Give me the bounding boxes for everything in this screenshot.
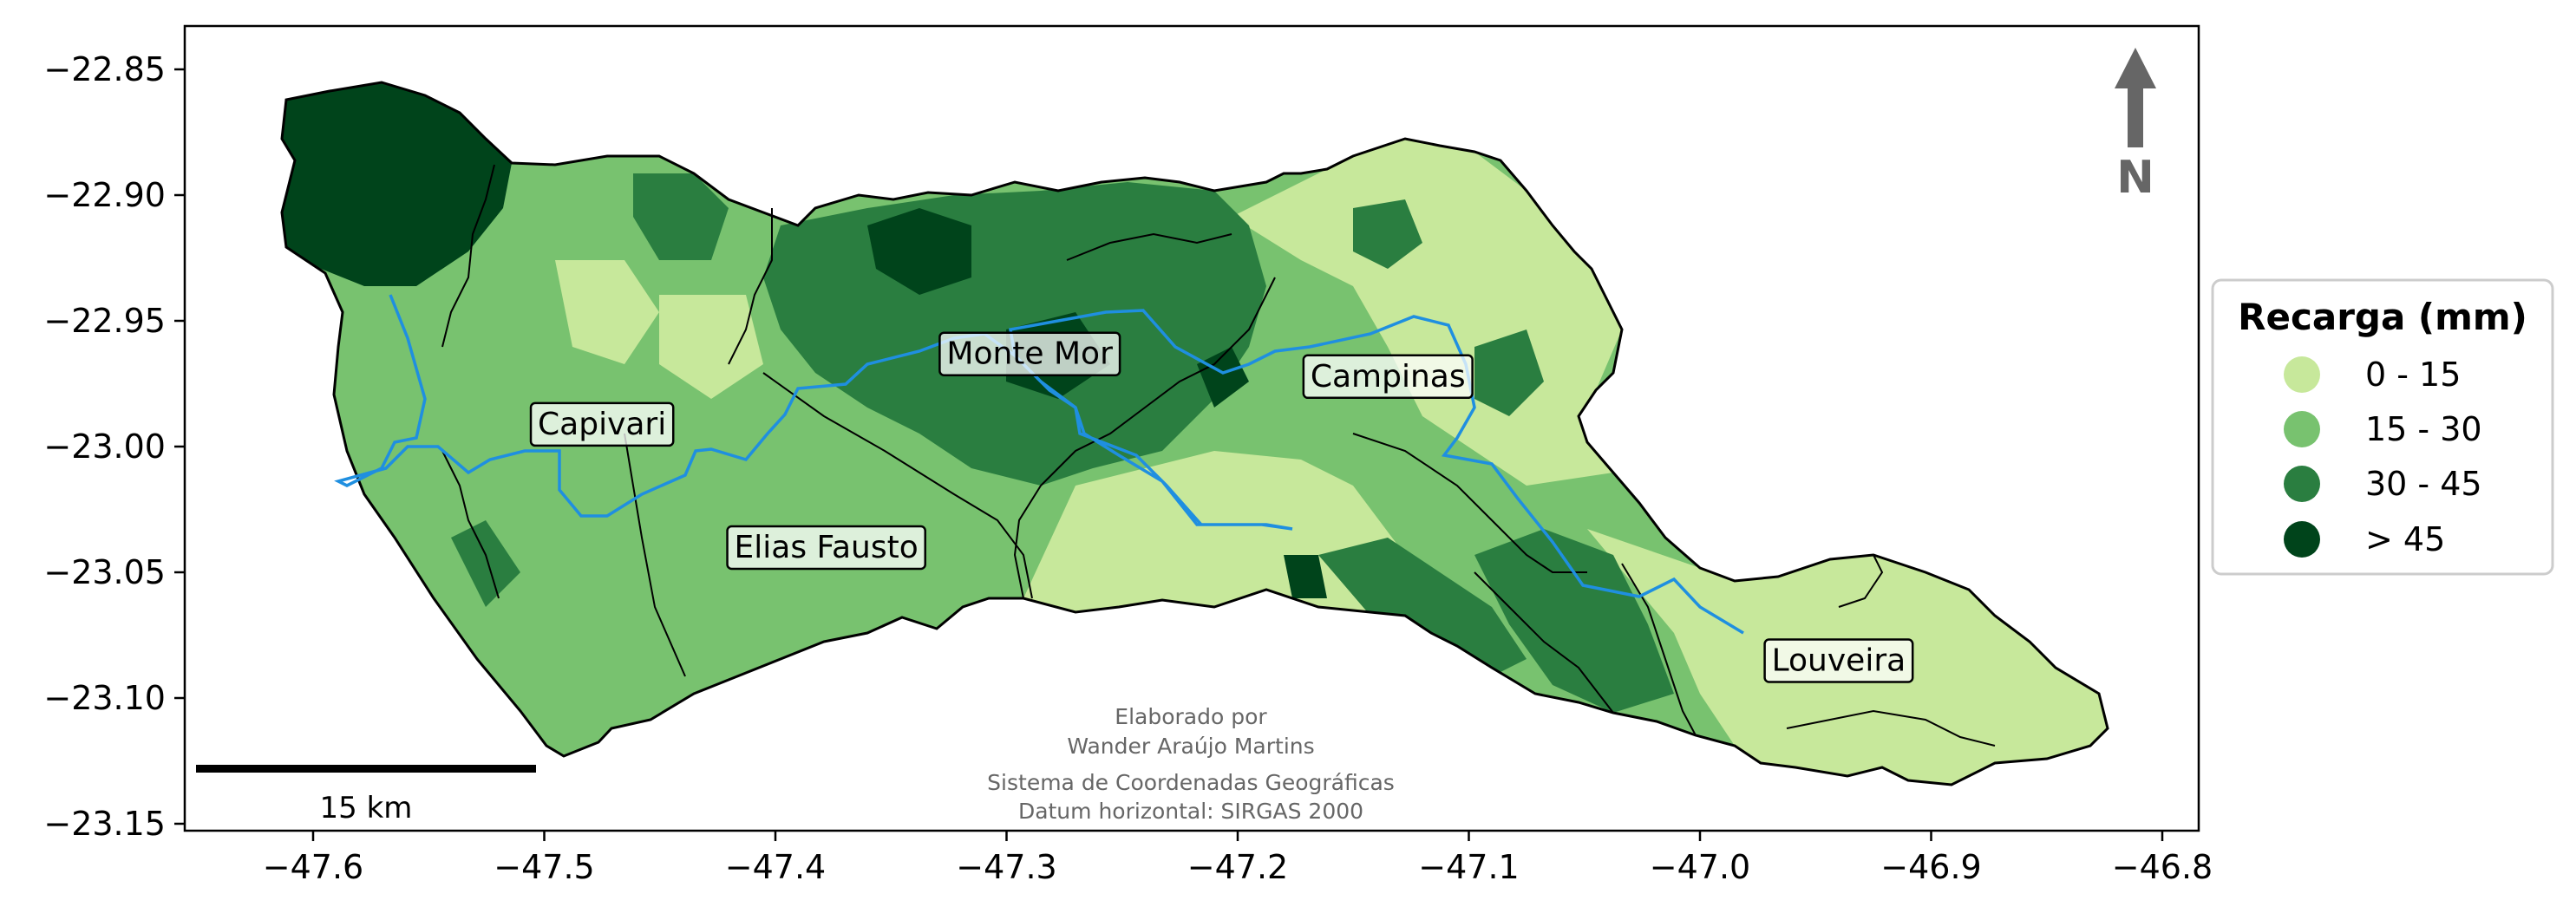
legend-swatch-4 [2284, 521, 2320, 558]
legend-label-4: > 45 [2365, 520, 2445, 558]
zone-veryhigh-northwest [282, 82, 512, 286]
legend-title: Recarga (mm) [2238, 296, 2527, 338]
north-arrow-label: N [2116, 152, 2154, 204]
legend-swatch-2 [2284, 411, 2320, 447]
legend-item: 15 - 30 [2284, 410, 2482, 448]
subbasin-boundary-8 [1352, 433, 1587, 573]
zone-veryhigh-patch-3 [1197, 347, 1249, 408]
credit-line-4: Datum horizontal: SIRGAS 2000 [1018, 799, 1363, 824]
legend-item: 30 - 45 [2284, 465, 2482, 503]
place-label-box [726, 525, 926, 571]
zone-veryhigh-patch-4 [1284, 555, 1327, 598]
x-tick-label: −47.5 [494, 848, 594, 886]
y-axis: −22.85 −22.90 −22.95 −23.00 −23.05 −23.10 −23.… [43, 50, 185, 843]
credit-line-3: Sistema de Coordenadas Geográficas [987, 770, 1395, 795]
x-tick-label: −47.2 [1187, 848, 1288, 886]
subbasin-boundary-10 [1621, 563, 1697, 736]
legend-item: 0 - 15 [2284, 356, 2461, 394]
legend-swatch-1 [2284, 356, 2320, 393]
subbasin-boundaries [441, 164, 1996, 747]
x-axis: −47.6 −47.5 −47.4 −47.3 −47.2 −47.1 −47.0 −46.9… [263, 831, 2213, 886]
subbasin-boundary-2 [441, 450, 500, 599]
subbasin-boundary-7 [1066, 232, 1232, 261]
zone-high-patch-1 [1474, 330, 1544, 416]
x-tick-label: −47.1 [1418, 848, 1519, 886]
zone-high-patch-4 [451, 520, 520, 607]
north-arrow-shaft [2128, 87, 2143, 147]
subbasin-boundary-1 [441, 164, 495, 348]
place-label: Louveira [1763, 638, 1914, 683]
y-tick-label: −23.10 [43, 679, 166, 717]
credit-line-1: Elaborado por [1115, 704, 1267, 729]
zone-veryhigh-patch-1 [867, 208, 971, 295]
place-labels: Monte Mor Capivari Campinas Elias Fausto Lou… [529, 331, 1914, 683]
zone-high-south [1318, 538, 1527, 676]
place-label: Capivari [529, 401, 675, 447]
scale-bar-label: 15 km [320, 791, 413, 825]
place-label-box [1302, 354, 1474, 400]
zone-high-valinhos [1474, 529, 1674, 713]
place-label-text: Capivari [538, 407, 666, 442]
legend-label-1: 0 - 15 [2365, 356, 2461, 394]
subbasin-boundary-9 [1474, 571, 1614, 714]
north-arrow-head [2115, 48, 2156, 88]
place-label-text: Campinas [1311, 359, 1466, 395]
place-label-box [529, 401, 675, 447]
x-tick-label: −47.6 [263, 848, 363, 886]
zone-high-patch-3 [633, 173, 729, 260]
place-label-box [1763, 638, 1914, 683]
y-tick-label: −22.90 [43, 176, 166, 214]
place-label: Monte Mor [938, 331, 1121, 376]
y-tick-label: −23.05 [43, 553, 166, 591]
basin-boundary [280, 81, 2109, 786]
main-river [334, 294, 1744, 635]
subbasin-boundary-11 [1786, 709, 1996, 747]
zone-low-patch-1 [555, 260, 659, 364]
map-credits: Elaborado por Wander Araújo Martins Sist… [987, 704, 1395, 824]
x-tick-label: −47.4 [725, 848, 826, 886]
credit-line-2: Wander Araújo Martins [1067, 734, 1314, 759]
subbasin-boundary-5 [762, 372, 1033, 599]
y-tick-label: −23.00 [43, 427, 166, 466]
subbasin-boundary-4 [728, 208, 773, 365]
subbasin-boundary-3 [624, 433, 686, 677]
subbasin-boundary-12 [1838, 554, 1884, 608]
x-tick-label: −47.3 [956, 848, 1056, 886]
place-label: Elias Fausto [726, 525, 926, 571]
x-tick-label: −46.9 [1880, 848, 1981, 886]
place-label-text: Monte Mor [946, 336, 1113, 372]
y-tick-label: −22.95 [43, 302, 166, 340]
north-arrow: N [2115, 48, 2156, 204]
subbasin-boundary-6 [1013, 277, 1276, 599]
place-label: Campinas [1302, 354, 1474, 400]
y-tick-label: −22.85 [43, 50, 166, 88]
place-label-text: Louveira [1772, 643, 1906, 679]
map-frame [183, 24, 2200, 832]
y-tick-label: −23.15 [43, 805, 166, 843]
legend-label-2: 15 - 30 [2365, 410, 2482, 448]
place-label-box [938, 331, 1121, 376]
x-tick-label: −46.8 [2112, 848, 2213, 886]
legend: Recarga (mm) 0 - 15 15 - 30 30 - 45 > 45 [2211, 278, 2554, 576]
zone-high-patch-2 [1353, 199, 1422, 269]
zone-low-patch-2 [659, 295, 763, 399]
legend-label-3: 30 - 45 [2365, 465, 2482, 503]
place-label-text: Elias Fausto [735, 530, 919, 565]
legend-item: > 45 [2284, 520, 2445, 558]
scale-bar-line [196, 765, 536, 773]
scale-bar: 15 km [196, 765, 536, 825]
legend-swatch-3 [2284, 466, 2320, 502]
x-tick-label: −47.0 [1650, 848, 1750, 886]
